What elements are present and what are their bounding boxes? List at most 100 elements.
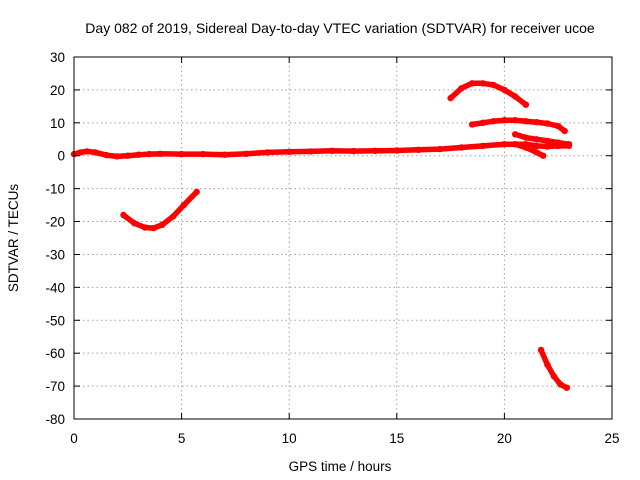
x-tick-label: 5	[178, 431, 186, 446]
data-point	[561, 127, 568, 135]
x-tick-label: 20	[497, 431, 512, 446]
data-point	[544, 361, 551, 368]
data-point	[178, 150, 185, 158]
data-point	[501, 86, 508, 94]
y-tick-label: -60	[45, 346, 65, 361]
data-point	[490, 81, 497, 89]
data-point	[120, 211, 127, 219]
data-point	[156, 150, 164, 157]
data-point	[131, 220, 138, 227]
y-tick-label: 30	[50, 50, 65, 65]
data-point	[501, 117, 508, 124]
data-point	[522, 118, 530, 125]
data-point	[329, 147, 336, 154]
y-tick-label: -30	[45, 247, 65, 262]
data-point	[544, 143, 551, 150]
data-point	[544, 120, 551, 127]
data-point	[150, 224, 157, 232]
data-point	[537, 346, 545, 354]
y-tick-label: 10	[50, 116, 65, 131]
data-point	[533, 142, 540, 150]
data-point	[113, 153, 121, 160]
y-tick-label: -70	[45, 379, 65, 394]
y-tick-label: -80	[45, 412, 65, 427]
data-series	[70, 80, 573, 391]
series-arc-drop	[512, 141, 547, 159]
data-point	[563, 384, 570, 391]
data-point	[458, 85, 465, 92]
y-axis-label: SDTVAR / TECUs	[6, 184, 21, 293]
data-point	[522, 144, 530, 151]
data-point	[522, 134, 530, 141]
data-point	[103, 151, 110, 159]
data-point	[479, 80, 487, 87]
series-arc-main	[70, 141, 573, 160]
data-point	[372, 147, 379, 154]
series-arc-pos-mid	[468, 117, 568, 135]
series-arc-mid-low	[512, 131, 573, 148]
y-tick-label: -10	[45, 182, 65, 197]
chart-title: Day 082 of 2019, Sidereal Day-to-day VTE…	[85, 20, 595, 36]
series-line	[538, 347, 570, 391]
grid-lines	[74, 57, 612, 419]
y-tick-label: 20	[50, 83, 65, 98]
data-point	[512, 131, 519, 138]
data-point	[307, 148, 314, 155]
x-tick-label: 10	[282, 431, 297, 446]
x-tick-label: 15	[389, 431, 404, 446]
data-point	[458, 144, 465, 151]
data-point	[199, 150, 207, 158]
data-point	[501, 141, 508, 148]
data-point	[468, 80, 476, 87]
data-point	[479, 119, 487, 127]
series-line	[512, 141, 546, 159]
series-arc-pos-top	[447, 80, 530, 108]
data-point	[468, 121, 476, 128]
data-point	[512, 93, 519, 100]
axis-ticks: 30 20 10 0 -10 -20 -30 -40 -50 -60 -70 -80 0 5 10 15 20 2…	[45, 50, 619, 446]
data-point	[512, 141, 519, 148]
data-point	[479, 142, 487, 150]
data-point	[92, 149, 99, 156]
data-point	[490, 118, 497, 125]
data-point	[447, 94, 454, 102]
data-point	[533, 119, 540, 126]
data-point	[550, 373, 558, 380]
x-tick-label: 0	[70, 431, 78, 446]
series-arc-neg-late	[537, 346, 570, 391]
data-point	[221, 151, 228, 158]
y-tick-label: -50	[45, 313, 65, 328]
data-point	[522, 101, 530, 108]
data-point	[533, 136, 540, 143]
data-point	[557, 381, 564, 388]
series-line	[469, 117, 568, 134]
data-point	[544, 137, 551, 145]
data-point	[512, 117, 519, 124]
data-point	[83, 148, 91, 155]
data-point	[180, 201, 187, 209]
data-point	[264, 149, 271, 156]
data-point	[146, 150, 153, 158]
data-point	[393, 147, 400, 154]
data-point	[193, 188, 200, 196]
y-tick-label: -20	[45, 215, 65, 230]
data-point	[565, 141, 573, 148]
data-point	[539, 152, 547, 159]
data-point	[436, 145, 443, 153]
data-point	[77, 149, 84, 156]
data-point	[286, 148, 293, 155]
data-point	[159, 221, 166, 228]
x-axis-label: GPS time / hours	[289, 459, 392, 474]
data-point	[415, 146, 422, 153]
data-point	[350, 147, 357, 155]
series-arc-neg-early	[120, 188, 200, 232]
data-point	[169, 213, 177, 220]
plot-frame	[73, 56, 613, 420]
data-point	[555, 122, 562, 130]
y-tick-label: 0	[57, 149, 65, 164]
y-tick-label: -40	[45, 280, 65, 295]
data-point	[124, 152, 131, 159]
data-point	[135, 151, 142, 158]
x-tick-label: 25	[604, 431, 619, 446]
